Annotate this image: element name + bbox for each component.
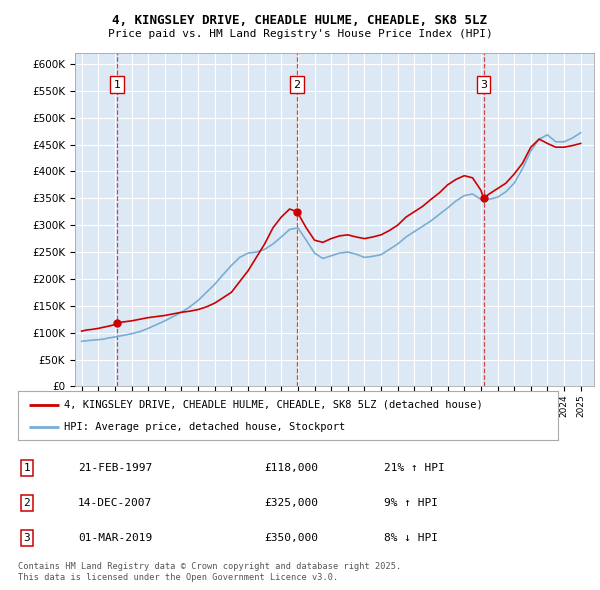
Text: 4, KINGSLEY DRIVE, CHEADLE HULME, CHEADLE, SK8 5LZ: 4, KINGSLEY DRIVE, CHEADLE HULME, CHEADL… — [113, 14, 487, 27]
Text: 21% ↑ HPI: 21% ↑ HPI — [384, 463, 445, 473]
Text: £350,000: £350,000 — [264, 533, 318, 543]
Text: £325,000: £325,000 — [264, 498, 318, 508]
Text: 01-MAR-2019: 01-MAR-2019 — [78, 533, 152, 543]
Text: 1: 1 — [113, 80, 121, 90]
Text: HPI: Average price, detached house, Stockport: HPI: Average price, detached house, Stoc… — [64, 422, 345, 432]
Text: 8% ↓ HPI: 8% ↓ HPI — [384, 533, 438, 543]
Text: 2: 2 — [23, 498, 31, 508]
Text: 2: 2 — [293, 80, 301, 90]
Text: 4, KINGSLEY DRIVE, CHEADLE HULME, CHEADLE, SK8 5LZ (detached house): 4, KINGSLEY DRIVE, CHEADLE HULME, CHEADL… — [64, 399, 482, 409]
Text: Contains HM Land Registry data © Crown copyright and database right 2025.
This d: Contains HM Land Registry data © Crown c… — [18, 562, 401, 582]
Text: 3: 3 — [23, 533, 31, 543]
Text: Price paid vs. HM Land Registry's House Price Index (HPI): Price paid vs. HM Land Registry's House … — [107, 30, 493, 39]
Text: 1: 1 — [23, 463, 31, 473]
Text: £118,000: £118,000 — [264, 463, 318, 473]
Text: 9% ↑ HPI: 9% ↑ HPI — [384, 498, 438, 508]
Text: 3: 3 — [480, 80, 487, 90]
Text: 21-FEB-1997: 21-FEB-1997 — [78, 463, 152, 473]
Text: 14-DEC-2007: 14-DEC-2007 — [78, 498, 152, 508]
